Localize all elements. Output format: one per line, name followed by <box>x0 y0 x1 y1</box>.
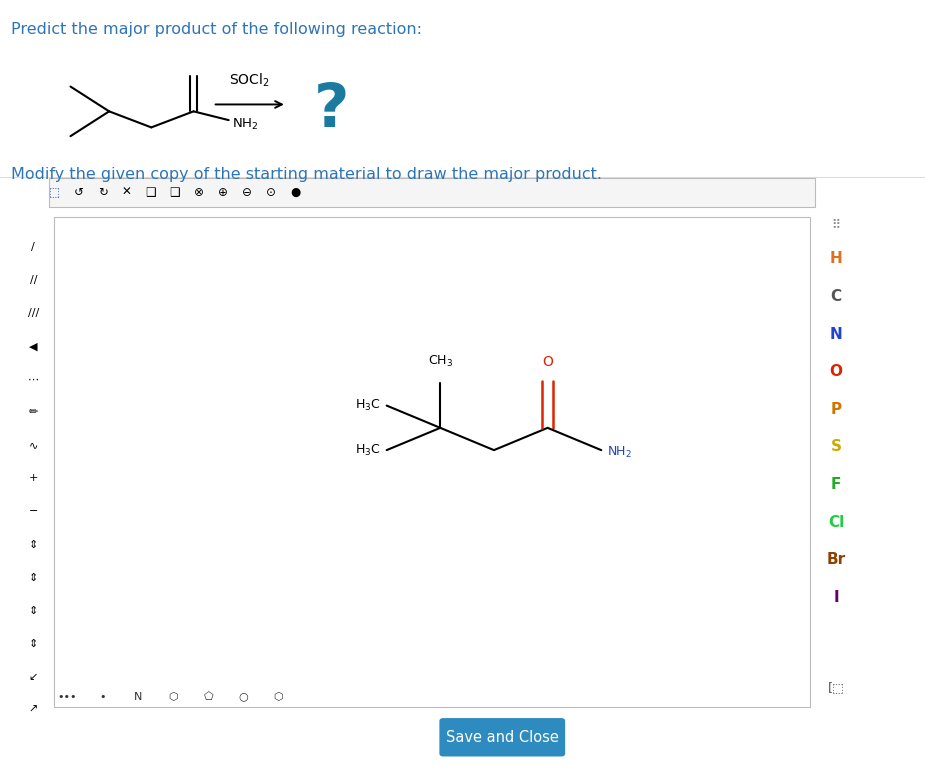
Text: ✏: ✏ <box>29 407 38 418</box>
Text: ❑: ❑ <box>169 187 180 199</box>
Text: Cl: Cl <box>828 515 845 530</box>
Text: ↙: ↙ <box>29 671 38 682</box>
Text: ⠿: ⠿ <box>832 218 841 230</box>
Text: H$_3$C: H$_3$C <box>354 398 380 413</box>
Text: Br: Br <box>827 552 845 568</box>
Text: ⊖: ⊖ <box>242 187 252 199</box>
Text: −: − <box>29 506 38 517</box>
Text: ⊗: ⊗ <box>194 187 204 199</box>
Text: ❑: ❑ <box>145 187 156 199</box>
Text: ?: ? <box>314 81 349 140</box>
Text: ///: /// <box>28 308 39 319</box>
Text: H: H <box>830 251 843 266</box>
Text: ●: ● <box>290 187 301 199</box>
Text: ⬚: ⬚ <box>49 187 60 199</box>
Text: ⊙: ⊙ <box>266 187 276 199</box>
Text: ⇕: ⇕ <box>29 605 38 616</box>
FancyBboxPatch shape <box>54 217 810 707</box>
Text: ↺: ↺ <box>74 187 83 199</box>
Text: NH$_2$: NH$_2$ <box>232 117 259 131</box>
FancyBboxPatch shape <box>439 718 565 756</box>
Text: ⬡: ⬡ <box>274 691 283 702</box>
Text: ✕: ✕ <box>122 187 131 199</box>
Text: N: N <box>133 691 142 702</box>
Text: ↗: ↗ <box>29 704 38 715</box>
Text: H$_3$C: H$_3$C <box>354 442 380 458</box>
Text: I: I <box>833 590 839 605</box>
Text: P: P <box>831 402 842 417</box>
Text: F: F <box>831 477 842 492</box>
Text: ⋯: ⋯ <box>28 374 39 385</box>
Text: ⇕: ⇕ <box>29 572 38 583</box>
Text: Predict the major product of the following reaction:: Predict the major product of the followi… <box>11 22 422 37</box>
Text: Modify the given copy of the starting material to draw the major product.: Modify the given copy of the starting ma… <box>11 167 602 183</box>
Text: NH$_2$: NH$_2$ <box>607 445 632 460</box>
Text: +: + <box>29 473 38 484</box>
Text: [⬚: [⬚ <box>828 681 845 694</box>
Text: ⬡: ⬡ <box>168 691 178 702</box>
Text: ↻: ↻ <box>98 187 107 199</box>
Text: C: C <box>831 289 842 304</box>
Text: ◀: ◀ <box>29 341 38 352</box>
Text: O: O <box>830 364 843 379</box>
Text: //: // <box>30 275 37 286</box>
Text: ⬠: ⬠ <box>204 691 213 702</box>
Text: S: S <box>831 439 842 455</box>
Text: CH$_3$: CH$_3$ <box>427 354 453 369</box>
Text: ∿: ∿ <box>29 440 38 451</box>
Text: ○: ○ <box>239 691 248 702</box>
Text: O: O <box>542 355 553 369</box>
Text: SOCl$_2$: SOCl$_2$ <box>229 71 270 89</box>
Bar <box>49 178 815 207</box>
Text: ⇕: ⇕ <box>29 539 38 550</box>
Text: •••: ••• <box>57 691 78 702</box>
Text: N: N <box>830 326 843 342</box>
Text: ⊕: ⊕ <box>218 187 228 199</box>
Text: •: • <box>99 691 106 702</box>
Text: Save and Close: Save and Close <box>446 730 559 745</box>
Text: ⇕: ⇕ <box>29 638 38 649</box>
Text: /: / <box>31 242 35 253</box>
